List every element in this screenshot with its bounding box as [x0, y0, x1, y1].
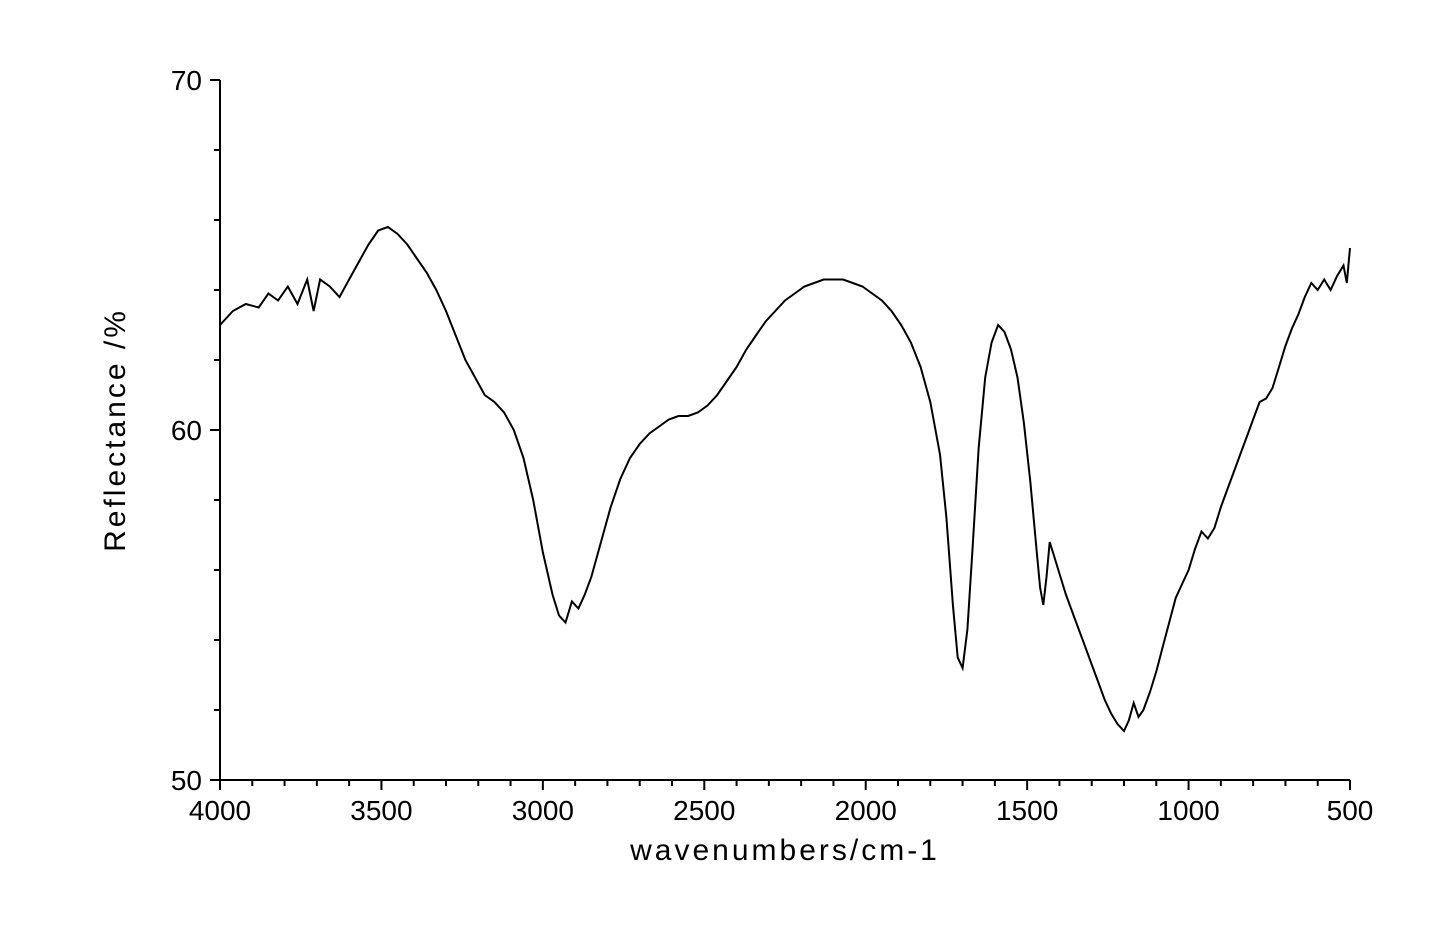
- x-tick-label: 2500: [673, 795, 735, 826]
- x-axis-label: wavenumbers/cm-1: [629, 834, 940, 867]
- y-tick-label: 70: [171, 65, 202, 96]
- y-axis-label: Reflectance /%: [99, 308, 132, 552]
- x-tick-label: 2000: [835, 795, 897, 826]
- spectrum-line: [220, 227, 1350, 731]
- y-tick-label: 50: [171, 765, 202, 796]
- x-tick-label: 4000: [189, 795, 251, 826]
- x-tick-label: 1000: [1157, 795, 1219, 826]
- x-tick-label: 500: [1327, 795, 1374, 826]
- y-tick-label: 60: [171, 415, 202, 446]
- chart-svg: 4000 3500 3000 2500 2000 1500 1000 500 50 60 70 wav…: [60, 40, 1390, 880]
- x-tick-label: 3000: [512, 795, 574, 826]
- x-tick-label: 1500: [996, 795, 1058, 826]
- x-tick-label: 3500: [350, 795, 412, 826]
- spectrum-chart: 4000 3500 3000 2500 2000 1500 1000 500 50 60 70 wav…: [60, 40, 1390, 880]
